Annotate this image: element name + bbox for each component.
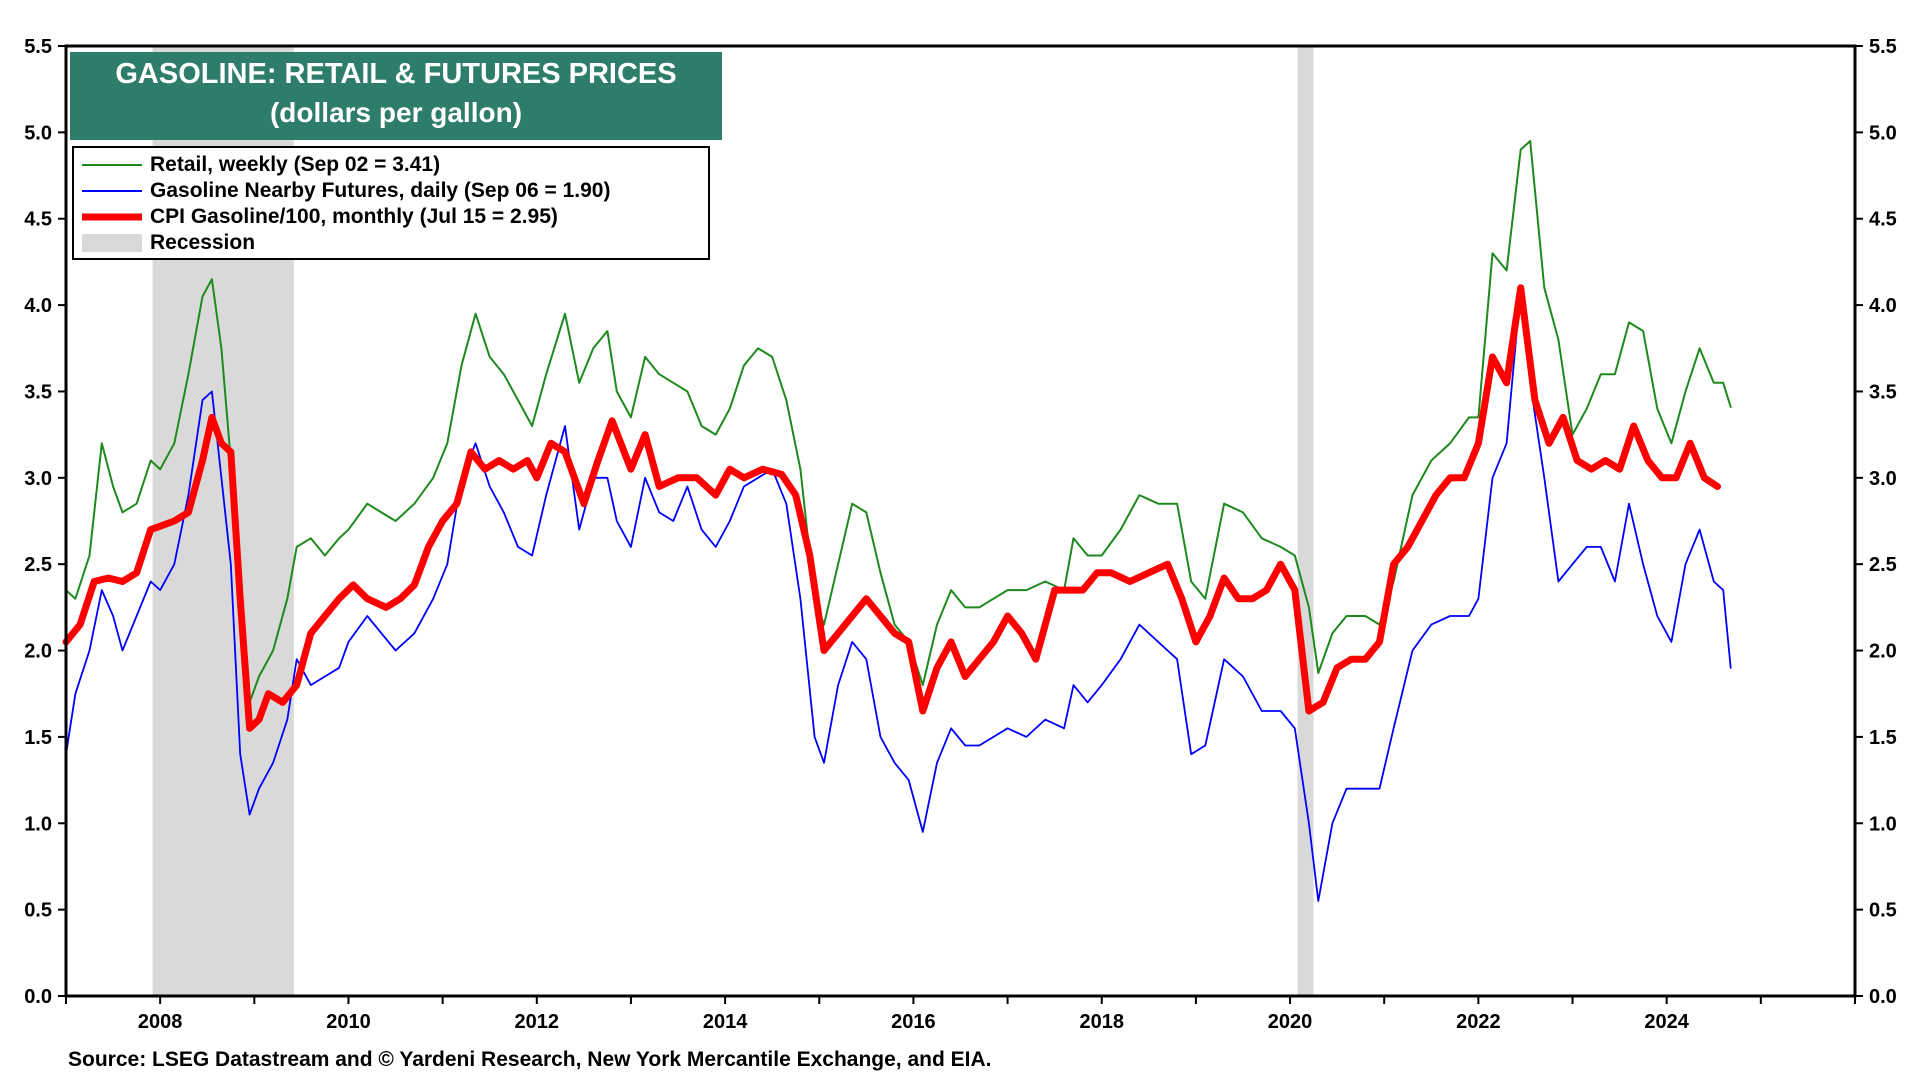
- y-tick-label-right: 2.0: [1869, 641, 1897, 663]
- legend-swatch-cpi: [82, 213, 142, 221]
- recession-band-1: [1297, 46, 1314, 996]
- y-tick-label-left: 0.5: [24, 900, 52, 922]
- legend-label-futures: Gasoline Nearby Futures, daily (Sep 06 =…: [150, 179, 611, 202]
- chart-title: GASOLINE: RETAIL & FUTURES PRICES: [115, 58, 677, 90]
- legend-item-cpi: CPI Gasoline/100, monthly (Jul 15 = 2.95…: [82, 205, 558, 229]
- x-tick-label: 2012: [515, 1011, 560, 1033]
- series-line-1: [65, 286, 1732, 902]
- y-tick-label-right: 1.5: [1869, 727, 1897, 749]
- x-tick-label: 2020: [1268, 1011, 1313, 1033]
- legend-swatch-futures: [82, 190, 142, 192]
- legend-label-cpi: CPI Gasoline/100, monthly (Jul 15 = 2.95…: [150, 205, 558, 228]
- y-tick-label-right: 1.0: [1869, 813, 1897, 835]
- y-tick-label-left: 5.0: [24, 122, 52, 144]
- source-note: Source: LSEG Datastream and © Yardeni Re…: [68, 1048, 992, 1071]
- chart-subtitle: (dollars per gallon): [269, 97, 523, 128]
- y-tick-label-right: 2.5: [1869, 554, 1897, 576]
- y-tick-label-left: 2.0: [24, 641, 52, 663]
- y-tick-label-left: 1.0: [24, 813, 52, 835]
- y-tick-label-left: 1.5: [24, 727, 52, 749]
- y-tick-label-left: 0.0: [24, 986, 52, 1008]
- x-tick-label: 2018: [1079, 1011, 1124, 1033]
- x-tick-label: 2022: [1456, 1011, 1501, 1033]
- y-tick-label-right: 5.0: [1869, 122, 1897, 144]
- plot-frame: [64, 44, 1857, 998]
- legend-item-retail: Retail, weekly (Sep 02 = 3.41): [82, 153, 440, 177]
- series-lines: [62, 140, 1732, 902]
- y-tick-label-left: 4.5: [24, 209, 52, 231]
- legend-item-futures: Gasoline Nearby Futures, daily (Sep 06 =…: [82, 179, 610, 203]
- y-tick-label-left: 4.0: [24, 295, 52, 317]
- legend-swatch-recession: [82, 234, 142, 252]
- y-tick-label-right: 3.5: [1869, 381, 1897, 403]
- series-line-0: [65, 140, 1732, 704]
- chart-title-box: GASOLINE: RETAIL & FUTURES PRICES (dolla…: [70, 52, 722, 140]
- legend-label-recession: Recession: [150, 231, 256, 254]
- axes: 0.0 0.0 0.5 0.5 1.0 1.0 1.5 1.5 2.0 2.0 2.5 2.5 3.0 3…: [24, 36, 1897, 1033]
- y-tick-label-right: 5.5: [1869, 36, 1897, 58]
- legend-swatch-retail: [82, 164, 142, 166]
- y-tick-label-right: 0.0: [1869, 986, 1897, 1008]
- x-tick-label: 2016: [891, 1011, 936, 1033]
- legend: Retail, weekly (Sep 02 = 3.41) Gasoline …: [72, 146, 710, 260]
- y-tick-label-right: 4.0: [1869, 295, 1897, 317]
- legend-label-retail: Retail, weekly (Sep 02 = 3.41): [150, 153, 441, 176]
- y-tick-label-left: 3.5: [24, 381, 52, 403]
- y-tick-label-left: 5.5: [24, 36, 52, 58]
- y-tick-label-left: 3.0: [24, 468, 52, 490]
- x-tick-label: 2008: [138, 1011, 183, 1033]
- x-tick-label: 2014: [703, 1011, 748, 1033]
- x-tick-label: 2010: [326, 1011, 371, 1033]
- x-tick-label: 2024: [1644, 1011, 1689, 1033]
- y-tick-label-right: 0.5: [1869, 900, 1897, 922]
- y-tick-label-right: 4.5: [1869, 209, 1897, 231]
- series-line-2: [62, 284, 1721, 732]
- y-tick-label-left: 2.5: [24, 554, 52, 576]
- legend-item-recession: Recession: [82, 231, 255, 255]
- y-tick-label-right: 3.0: [1869, 468, 1897, 490]
